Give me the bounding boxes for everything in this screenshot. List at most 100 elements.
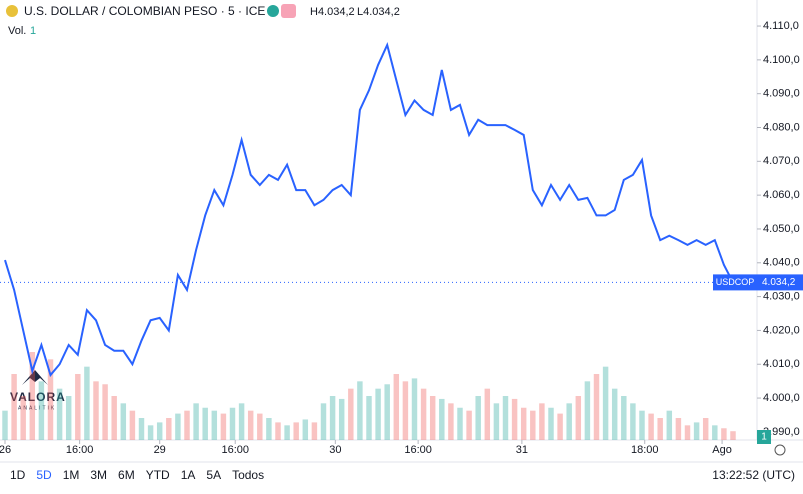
volume-bar	[393, 374, 400, 440]
volume-bar	[693, 422, 700, 440]
watermark-sub: ANALITIK	[18, 405, 56, 411]
volume-bar	[175, 413, 181, 440]
y-tick-label: 4.030,0	[763, 291, 800, 303]
volume-bar	[402, 381, 409, 440]
volume-bar	[621, 396, 627, 440]
price-line	[4, 41, 734, 378]
volume-bar	[129, 410, 136, 440]
volume-bar	[602, 366, 609, 440]
symbol-tag-label: USDCOP	[716, 277, 755, 287]
y-tick-label: 4.090,0	[763, 88, 800, 100]
volume-bar	[284, 425, 290, 440]
volume-bar	[411, 378, 418, 440]
price-tag	[757, 274, 803, 291]
volume-bar	[11, 374, 17, 440]
volume-bar	[138, 418, 145, 440]
x-tick-label: 16:00	[404, 444, 432, 456]
volume-bar	[93, 381, 99, 440]
volume-bar	[375, 388, 381, 440]
header: U.S. DOLLAR / COLOMBIAN PESO · 5 · ICE H…	[6, 4, 400, 37]
volume-bar	[702, 418, 709, 440]
volume-bar	[666, 410, 673, 440]
volume-bar	[657, 418, 663, 440]
watermark-logo	[22, 370, 48, 385]
volume-bar	[584, 381, 591, 440]
volume-bar	[266, 418, 272, 440]
volume-bar	[202, 407, 208, 440]
x-tick-label: 18:00	[631, 444, 659, 456]
ohlc-low: L4.034,2	[357, 6, 400, 18]
flag-icon	[6, 5, 18, 17]
range-button[interactable]: 3M	[90, 468, 107, 482]
volume-bar	[166, 418, 172, 440]
x-tick-label: 26	[0, 444, 11, 456]
volume-bar	[56, 388, 63, 440]
volume-bar	[20, 396, 26, 440]
volume-bar	[611, 388, 618, 440]
x-tick-label: 31	[516, 444, 528, 456]
volume-tag	[757, 430, 771, 444]
settings-icon[interactable]	[774, 444, 786, 456]
volume-bar	[730, 431, 736, 440]
ohlc-high: H4.034,2	[310, 6, 355, 18]
volume-bar	[120, 403, 127, 440]
volume-label: Vol.	[8, 25, 26, 37]
y-tick-label: 4.040,0	[763, 257, 800, 269]
range-button[interactable]: Todos	[232, 468, 264, 482]
range-button[interactable]: 5A	[206, 468, 221, 482]
volume-bar	[229, 407, 236, 440]
range-button[interactable]: YTD	[146, 468, 170, 482]
y-tick-label: 4.110,0	[763, 20, 799, 32]
volume-bar	[721, 428, 727, 440]
volume-bar	[548, 407, 554, 440]
volume-bar	[493, 403, 500, 440]
volume-bar	[329, 396, 336, 440]
y-tick-label: 4.050,0	[763, 223, 800, 235]
watermark: VALORA ANALITIK	[10, 370, 65, 411]
volume-bar	[457, 407, 463, 440]
price-tag-label: 4.034,2	[762, 277, 796, 288]
volume-bar	[684, 425, 691, 440]
volume-bar	[429, 396, 436, 440]
volume-bar	[257, 413, 263, 440]
volume-bar	[557, 413, 563, 440]
range-button[interactable]: 6M	[118, 468, 135, 482]
volume-bar	[238, 403, 245, 440]
volume-bar	[475, 396, 481, 440]
symbol-title: U.S. DOLLAR / COLOMBIAN PESO · 5 · ICE	[24, 4, 265, 18]
volume-bar	[156, 422, 163, 440]
volume-bar	[193, 403, 199, 440]
volume-bar	[593, 374, 600, 440]
y-tick-label: 4.020,0	[763, 324, 800, 336]
volume-bar	[420, 388, 427, 440]
volume-bar	[47, 359, 54, 440]
x-tick-label: 16:00	[221, 444, 249, 456]
range-button[interactable]: 1M	[63, 468, 80, 482]
status-dot[interactable]	[267, 5, 279, 17]
range-button[interactable]: 1D	[10, 468, 26, 482]
x-tick-label: 29	[154, 444, 166, 456]
range-button[interactable]: 5D	[36, 468, 52, 482]
volume-bar	[184, 410, 190, 440]
volume-bar	[484, 388, 491, 440]
volume-bar	[530, 410, 536, 440]
volume-bar	[520, 407, 527, 440]
plot: 3.990,0 4.000,0 4.010,0 4.020,0 4.030,0 4.040…	[0, 20, 803, 456]
volume-bar	[511, 398, 518, 440]
volume-bar	[111, 396, 117, 440]
volume-bar	[448, 403, 454, 440]
volume-bar	[311, 422, 318, 440]
y-tick-label: 4.100,0	[763, 54, 800, 66]
volume-bar	[675, 418, 682, 440]
volume-bar	[639, 410, 645, 440]
volume-bar	[220, 413, 227, 440]
clock: 13:22:52 (UTC)	[712, 468, 795, 482]
volume-bar	[366, 396, 372, 440]
status-badge[interactable]	[281, 4, 296, 18]
volume-bar	[712, 425, 718, 440]
y-tick-label: 4.000,0	[763, 392, 800, 404]
symbol-tag	[713, 274, 757, 291]
range-button[interactable]: 1A	[181, 468, 196, 482]
